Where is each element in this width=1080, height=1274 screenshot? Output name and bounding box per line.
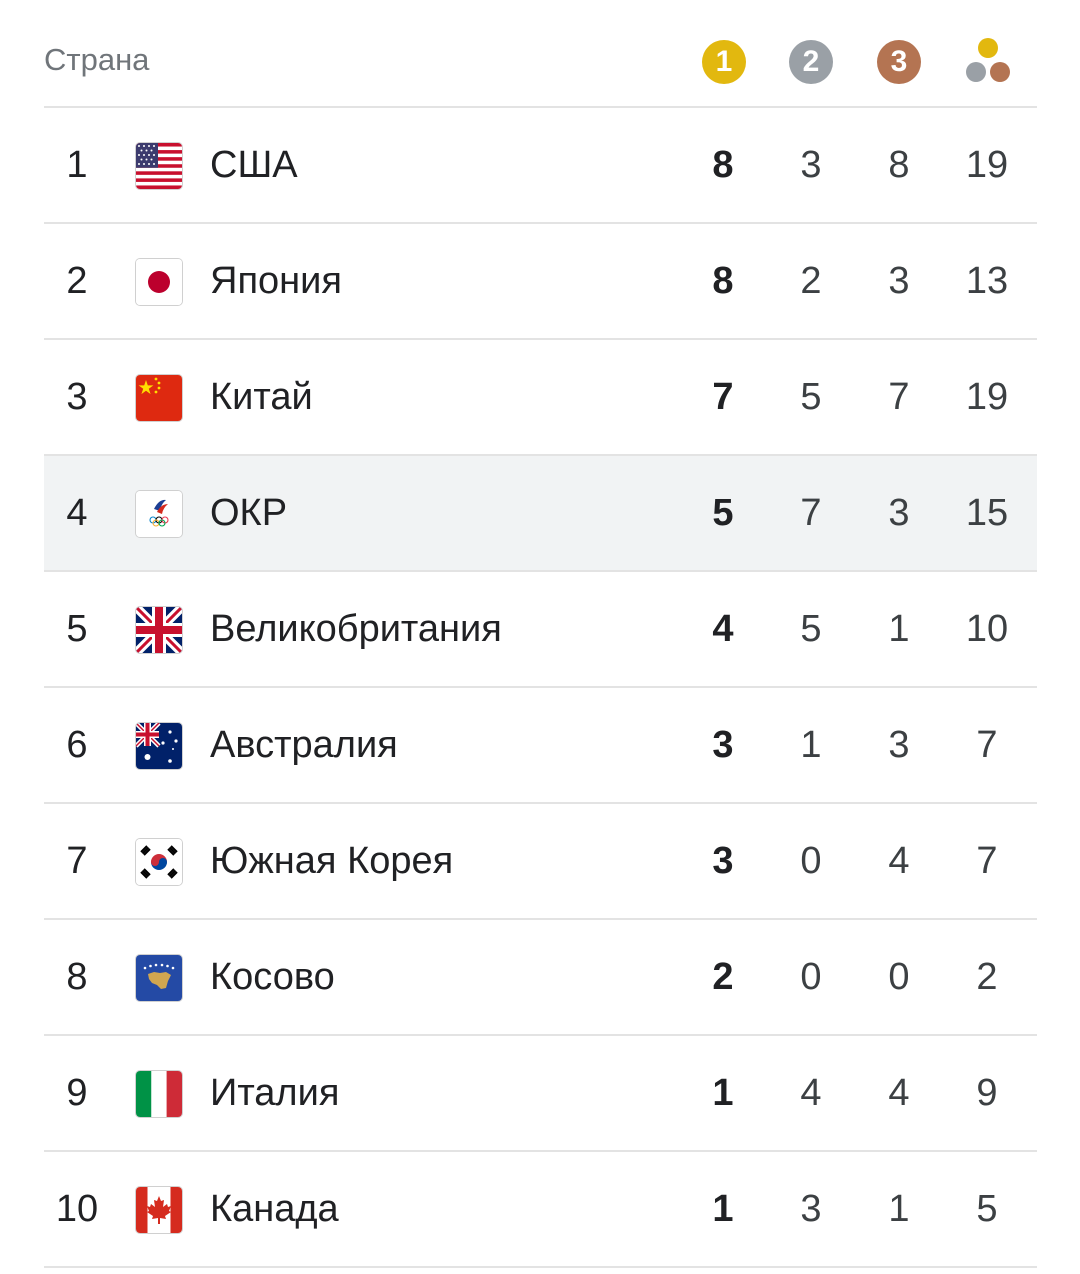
table-row[interactable]: 4 ОКР 5 7 3 15 [44, 456, 1037, 572]
country-name: Япония [210, 260, 342, 302]
country-name: Великобритания [210, 608, 502, 650]
uk-flag-icon [136, 607, 182, 653]
south-korea-flag-icon [136, 839, 182, 885]
country-name: Китай [210, 376, 313, 418]
bronze-count: 0 [888, 956, 910, 998]
table-row[interactable]: 3 Китай 7 5 7 19 [44, 340, 1037, 456]
total-count: 10 [965, 608, 1009, 650]
silver-count: 2 [800, 260, 822, 302]
china-flag-icon [136, 375, 182, 421]
total-count: 15 [965, 492, 1009, 534]
country-name: Косово [210, 956, 335, 998]
kosovo-flag-icon [136, 955, 182, 1001]
bronze-count: 7 [888, 376, 910, 418]
usa-flag-icon [136, 143, 182, 189]
japan-flag-icon [136, 259, 182, 305]
table-header: Страна 1 2 3 [44, 0, 1037, 108]
rank: 1 [66, 144, 88, 186]
table-row[interactable]: 8 Косово 2 0 0 2 [44, 920, 1037, 1036]
bronze-count: 3 [888, 492, 910, 534]
total-count: 7 [976, 724, 998, 766]
roc-emblem-icon [136, 491, 182, 537]
silver-count: 0 [800, 956, 822, 998]
bronze-count: 1 [888, 608, 910, 650]
silver-count: 1 [800, 724, 822, 766]
total-count: 19 [965, 376, 1009, 418]
rank: 5 [66, 608, 88, 650]
gold-count: 7 [712, 376, 734, 418]
gold-count: 8 [712, 144, 734, 186]
country-column-header[interactable]: Страна [44, 42, 150, 77]
country-name: ОКР [210, 492, 288, 534]
gold-count: 3 [712, 840, 734, 882]
rank: 2 [66, 260, 88, 302]
total-medals-icon[interactable] [964, 38, 1012, 86]
medal-table: Страна 1 2 3 1 [44, 0, 1037, 1268]
silver-count: 7 [800, 492, 822, 534]
rank: 9 [66, 1072, 88, 1114]
silver-count: 3 [800, 1188, 822, 1230]
table-row[interactable]: 10 Канада 1 3 1 5 [44, 1152, 1037, 1268]
gold-count: 1 [712, 1072, 734, 1114]
table-row[interactable]: 7 Южная Корея 3 0 4 7 [44, 804, 1037, 920]
total-count: 19 [965, 144, 1009, 186]
total-count: 2 [976, 956, 998, 998]
table-row[interactable]: 5 Великобритания 4 5 1 10 [44, 572, 1037, 688]
gold-count: 1 [712, 1188, 734, 1230]
australia-flag-icon [136, 723, 182, 769]
bronze-count: 4 [888, 840, 910, 882]
rank: 6 [66, 724, 88, 766]
bronze-count: 3 [888, 260, 910, 302]
italy-flag-icon [136, 1071, 182, 1117]
total-count: 13 [965, 260, 1009, 302]
bronze-count: 8 [888, 144, 910, 186]
total-count: 5 [976, 1188, 998, 1230]
total-count: 7 [976, 840, 998, 882]
table-row[interactable]: 1 США 8 3 [44, 108, 1037, 224]
rank: 4 [66, 492, 88, 534]
rank: 7 [66, 840, 88, 882]
country-name: США [210, 144, 298, 186]
silver-count: 5 [800, 376, 822, 418]
silver-count: 3 [800, 144, 822, 186]
table-row[interactable]: 9 Италия 1 4 4 9 [44, 1036, 1037, 1152]
gold-medal-icon[interactable]: 1 [702, 40, 746, 84]
gold-count: 2 [712, 956, 734, 998]
silver-medal-icon[interactable]: 2 [789, 40, 833, 84]
country-name: Австралия [210, 724, 398, 766]
bronze-medal-icon[interactable]: 3 [877, 40, 921, 84]
silver-count: 4 [800, 1072, 822, 1114]
rank: 10 [55, 1188, 99, 1230]
silver-count: 0 [800, 840, 822, 882]
country-name: Южная Корея [210, 840, 454, 882]
bronze-count: 1 [888, 1188, 910, 1230]
gold-count: 5 [712, 492, 734, 534]
gold-count: 4 [712, 608, 734, 650]
table-row[interactable]: 6 Австралия 3 [44, 688, 1037, 804]
gold-count: 3 [712, 724, 734, 766]
canada-flag-icon [136, 1187, 182, 1233]
bronze-count: 3 [888, 724, 910, 766]
gold-count: 8 [712, 260, 734, 302]
country-name: Канада [210, 1188, 339, 1230]
total-count: 9 [976, 1072, 998, 1114]
table-row[interactable]: 2 Япония 8 2 3 13 [44, 224, 1037, 340]
bronze-count: 4 [888, 1072, 910, 1114]
silver-count: 5 [800, 608, 822, 650]
country-name: Италия [210, 1072, 340, 1114]
rank: 3 [66, 376, 88, 418]
rank: 8 [66, 956, 88, 998]
